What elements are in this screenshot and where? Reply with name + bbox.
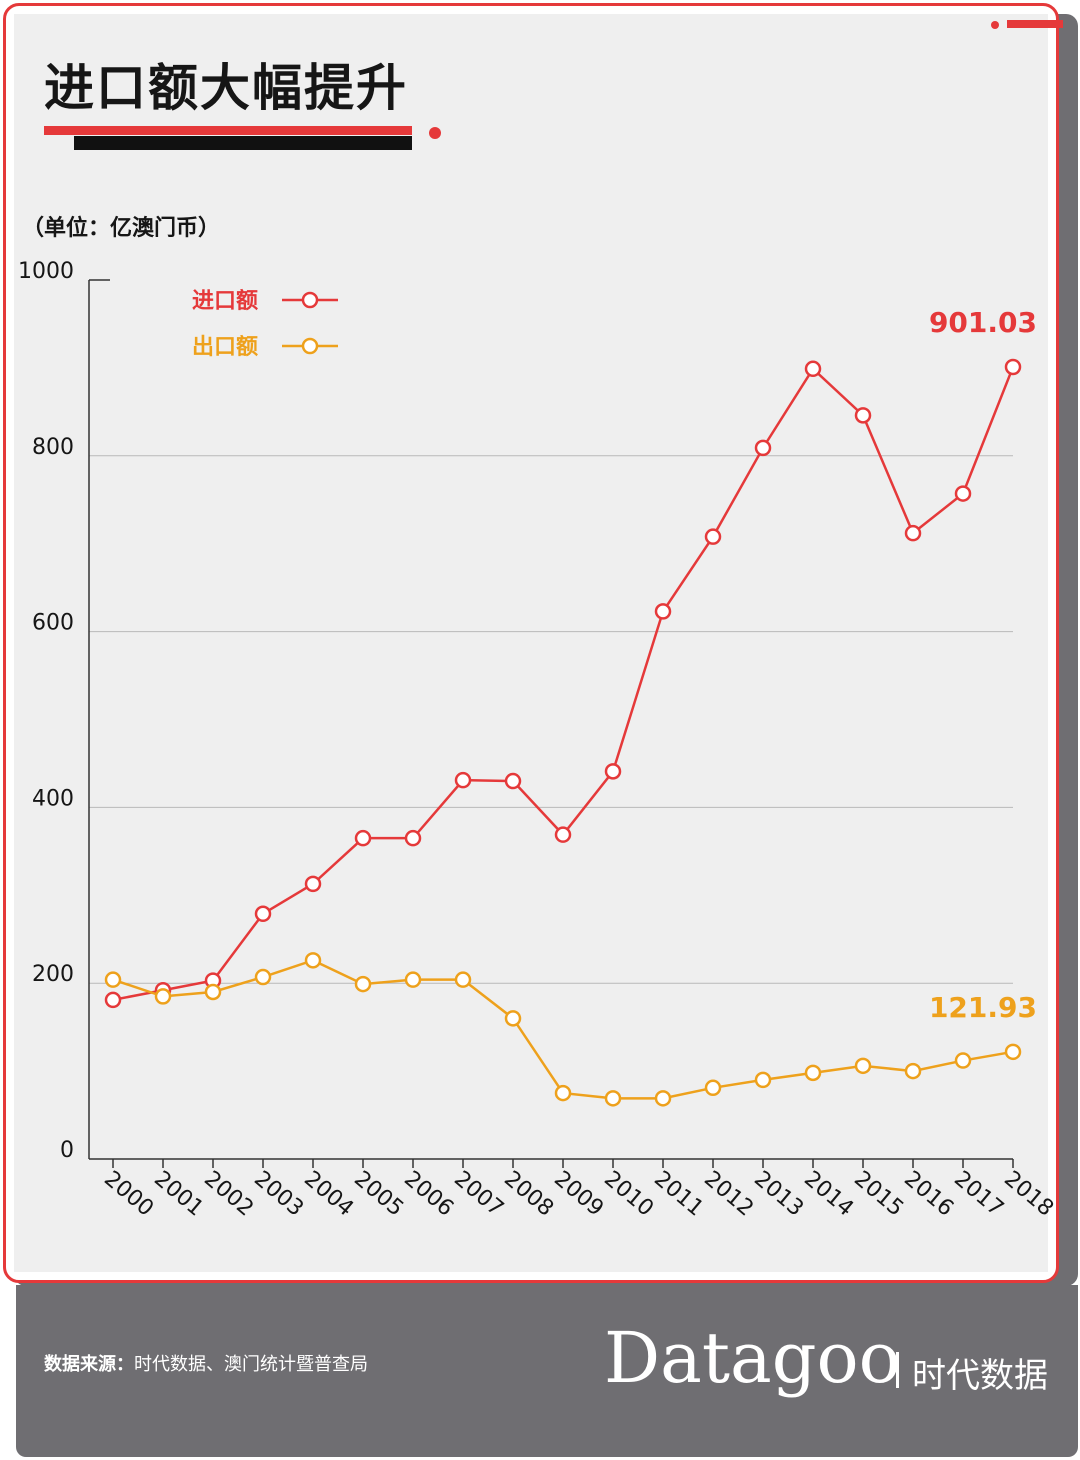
chart-title: 进口额大幅提升 [44,59,408,117]
data-point [654,1090,672,1107]
brand-cn: 时代数据 [912,1356,1048,1396]
data-point [154,988,172,1005]
data-point [804,1064,822,1082]
corner-dot [991,21,999,29]
source-text: 时代数据、澳门统计暨普查局 [134,1354,368,1375]
data-point [454,771,472,789]
data-point [454,971,472,988]
y-tick-label: 200 [32,962,74,987]
data-point [604,1090,622,1107]
data-point [104,971,122,988]
data-point [604,763,622,780]
end-value-label: 901.03 [929,306,1037,339]
chart-panel [14,14,1048,1272]
brand-logo: Datagoo [604,1317,901,1399]
x-tick-label: 2004 [299,1166,358,1221]
data-point [554,1084,572,1102]
data-point [1004,1043,1022,1061]
x-tick-label: 2002 [199,1166,258,1221]
data-point [254,905,272,923]
footer-band [16,1285,1078,1457]
data-point [104,991,122,1009]
brand-separator [896,1352,899,1388]
data-point [554,826,572,843]
data-point [854,407,872,424]
x-tick-label: 2000 [99,1166,158,1221]
end-value-label: 121.93 [929,991,1037,1024]
x-tick-label: 2009 [549,1166,608,1221]
y-tick-label: 0 [60,1138,74,1163]
title-underline-black [74,136,412,150]
x-tick-label: 2006 [399,1166,458,1221]
series-line-import [112,366,1015,1002]
title-underline-dot [429,127,441,139]
y-tick-label: 400 [32,786,74,811]
unit-label: （单位：亿澳门币） [22,216,221,241]
data-point [354,829,372,847]
x-tick-label: 2012 [699,1166,758,1221]
legend-marker [301,291,319,309]
x-tick-label: 2014 [799,1166,858,1221]
series-line-export [112,959,1014,1100]
x-tick-label: 2016 [899,1166,958,1221]
data-point [304,952,322,969]
x-tick-label: 2013 [749,1166,808,1221]
legend-label: 出口额 [192,335,258,360]
x-tick-label: 2018 [999,1166,1058,1221]
data-point [404,971,422,988]
data-point [504,772,522,790]
x-tick-label: 2003 [249,1166,308,1221]
data-point [354,975,372,993]
data-point [704,528,722,545]
data-point [854,1057,872,1075]
x-tick-label: 2008 [499,1166,558,1221]
data-point [504,1010,522,1027]
data-point [704,1079,722,1097]
x-tick-label: 2015 [849,1166,908,1221]
data-point [1004,358,1022,376]
data-point [904,524,922,542]
data-point [954,1052,972,1069]
source-label: 数据来源： [44,1354,134,1375]
x-tick-label: 2007 [449,1166,508,1221]
data-point [954,485,972,502]
y-tick-label: 600 [32,611,74,636]
title-underline-red [44,126,412,135]
data-point [404,829,422,847]
data-point [254,968,272,986]
y-tick-label: 800 [32,435,74,460]
data-point [654,603,672,620]
corner-line [1007,20,1063,28]
data-point [904,1062,922,1080]
data-point [754,1071,772,1089]
data-point [804,360,822,378]
x-tick-label: 2017 [949,1166,1008,1221]
legend-marker [301,337,319,355]
x-tick-label: 2010 [599,1166,658,1221]
x-tick-label: 2001 [149,1166,208,1221]
data-point [304,875,322,893]
line-chart: 0200400600800100020002001200220032004200… [18,259,1058,1222]
data-point [754,439,772,457]
legend-label: 进口额 [192,289,258,314]
y-tick-label: 1000 [18,259,74,284]
source-note: 数据来源：时代数据、澳门统计暨普查局 [44,1350,368,1376]
data-point [204,983,222,1001]
x-tick-label: 2005 [349,1166,408,1221]
x-tick-label: 2011 [649,1166,708,1221]
